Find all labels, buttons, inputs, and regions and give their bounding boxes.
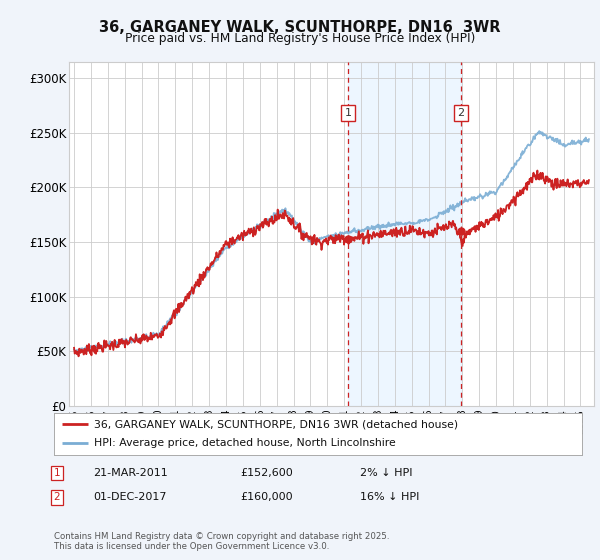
Text: 2: 2	[457, 108, 464, 118]
Text: 2: 2	[53, 492, 61, 502]
Text: 16% ↓ HPI: 16% ↓ HPI	[360, 492, 419, 502]
Text: 1: 1	[53, 468, 61, 478]
Text: £160,000: £160,000	[240, 492, 293, 502]
Text: 36, GARGANEY WALK, SCUNTHORPE, DN16 3WR (detached house): 36, GARGANEY WALK, SCUNTHORPE, DN16 3WR …	[94, 419, 458, 429]
Bar	[348, 62, 461, 406]
Text: 36, GARGANEY WALK, SCUNTHORPE, DN16  3WR: 36, GARGANEY WALK, SCUNTHORPE, DN16 3WR	[99, 20, 501, 35]
Text: £152,600: £152,600	[240, 468, 293, 478]
Text: Contains HM Land Registry data © Crown copyright and database right 2025.
This d: Contains HM Land Registry data © Crown c…	[54, 532, 389, 552]
Text: 21-MAR-2011: 21-MAR-2011	[93, 468, 168, 478]
Text: 2% ↓ HPI: 2% ↓ HPI	[360, 468, 413, 478]
Text: HPI: Average price, detached house, North Lincolnshire: HPI: Average price, detached house, Nort…	[94, 438, 395, 449]
Text: 1: 1	[344, 108, 352, 118]
Text: 01-DEC-2017: 01-DEC-2017	[93, 492, 167, 502]
Text: Price paid vs. HM Land Registry's House Price Index (HPI): Price paid vs. HM Land Registry's House …	[125, 32, 475, 45]
